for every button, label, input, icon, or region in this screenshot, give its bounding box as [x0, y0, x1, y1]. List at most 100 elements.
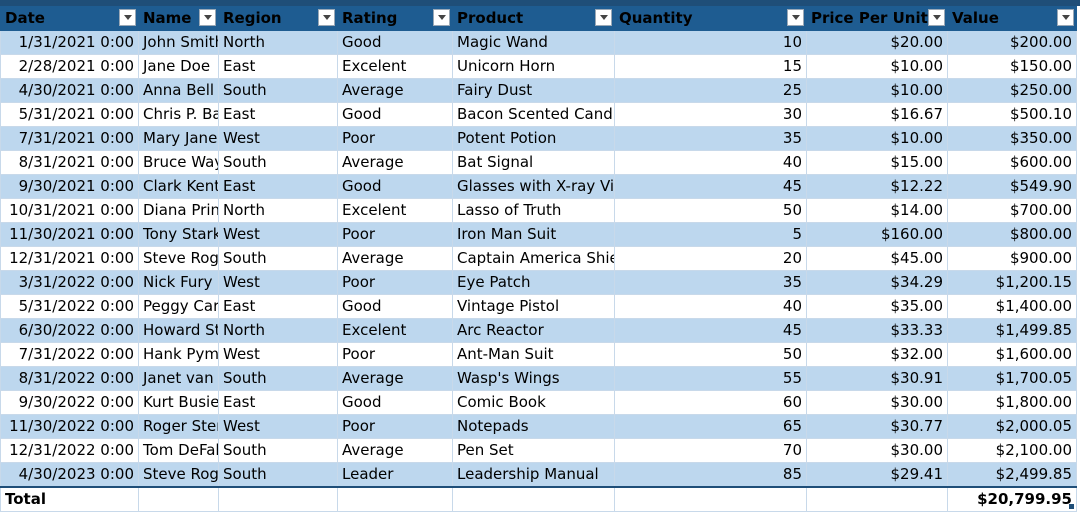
cell-value[interactable]: $200.00	[947, 30, 1077, 55]
cell-region[interactable]: West	[218, 414, 338, 439]
cell-rating[interactable]: Excelent	[337, 318, 453, 343]
cell-price[interactable]: $160.00	[806, 222, 948, 247]
total-label[interactable]: Total	[0, 486, 139, 512]
cell-price[interactable]: $10.00	[806, 54, 948, 79]
cell-price[interactable]: $30.77	[806, 414, 948, 439]
cell-date[interactable]: 9/30/2021 0:00	[0, 174, 139, 199]
cell-region[interactable]: South	[218, 462, 338, 488]
cell-rating[interactable]: Average	[337, 438, 453, 463]
cell-price[interactable]: $34.29	[806, 270, 948, 295]
cell-rating[interactable]: Leader	[337, 462, 453, 488]
cell-value[interactable]: $900.00	[947, 246, 1077, 271]
cell-region[interactable]: South	[218, 150, 338, 175]
cell-date[interactable]: 2/28/2021 0:00	[0, 54, 139, 79]
cell-product[interactable]: Eye Patch	[452, 270, 615, 295]
cell-name[interactable]: Steve Rogers	[138, 462, 219, 488]
cell-value[interactable]: $1,600.00	[947, 342, 1077, 367]
cell-date[interactable]: 10/31/2021 0:00	[0, 198, 139, 223]
cell-date[interactable]: 3/31/2022 0:00	[0, 270, 139, 295]
cell-product[interactable]: Fairy Dust	[452, 78, 615, 103]
cell-value[interactable]: $1,400.00	[947, 294, 1077, 319]
header-value[interactable]: Value	[947, 6, 1077, 31]
cell-date[interactable]: 5/31/2021 0:00	[0, 102, 139, 127]
cell-name[interactable]: Janet van Dyne	[138, 366, 219, 391]
cell-name[interactable]: Diana Prince	[138, 198, 219, 223]
cell-region[interactable]: East	[218, 174, 338, 199]
cell-product[interactable]: Potent Potion	[452, 126, 615, 151]
cell-price[interactable]: $30.00	[806, 438, 948, 463]
filter-dropdown-icon[interactable]	[928, 9, 945, 26]
header-product[interactable]: Product	[452, 6, 615, 31]
header-price[interactable]: Price Per Unit	[806, 6, 948, 31]
filter-dropdown-icon[interactable]	[787, 9, 804, 26]
cell-name[interactable]: Roger Stern	[138, 414, 219, 439]
header-quantity[interactable]: Quantity	[614, 6, 807, 31]
cell-product[interactable]: Captain America Shield	[452, 246, 615, 271]
cell-name[interactable]: Kurt Busiek	[138, 390, 219, 415]
cell-price[interactable]: $10.00	[806, 126, 948, 151]
cell-name[interactable]: Steve Rogers	[138, 246, 219, 271]
cell-product[interactable]: Leadership Manual	[452, 462, 615, 488]
cell-region[interactable]: West	[218, 222, 338, 247]
cell-value[interactable]: $350.00	[947, 126, 1077, 151]
cell-price[interactable]: $45.00	[806, 246, 948, 271]
cell-price[interactable]: $30.91	[806, 366, 948, 391]
cell-quantity[interactable]: 35	[614, 270, 807, 295]
cell-quantity[interactable]: 85	[614, 462, 807, 488]
cell-quantity[interactable]: 40	[614, 294, 807, 319]
cell-rating[interactable]: Excelent	[337, 198, 453, 223]
cell-product[interactable]: Bacon Scented Candle	[452, 102, 615, 127]
cell-value[interactable]: $1,499.85	[947, 318, 1077, 343]
cell-price[interactable]: $16.67	[806, 102, 948, 127]
cell-region[interactable]: North	[218, 30, 338, 55]
filter-dropdown-icon[interactable]	[318, 9, 335, 26]
cell-quantity[interactable]: 5	[614, 222, 807, 247]
cell-region[interactable]: East	[218, 102, 338, 127]
cell-product[interactable]: Magic Wand	[452, 30, 615, 55]
cell-name[interactable]: Clark Kent	[138, 174, 219, 199]
cell-quantity[interactable]: 55	[614, 366, 807, 391]
cell-date[interactable]: 8/31/2021 0:00	[0, 150, 139, 175]
cell-product[interactable]: Comic Book	[452, 390, 615, 415]
cell-rating[interactable]: Good	[337, 174, 453, 199]
cell-name[interactable]: Peggy Carter	[138, 294, 219, 319]
cell-value[interactable]: $150.00	[947, 54, 1077, 79]
cell-rating[interactable]: Excelent	[337, 54, 453, 79]
cell-value[interactable]: $549.90	[947, 174, 1077, 199]
cell-date[interactable]: 4/30/2023 0:00	[0, 462, 139, 488]
cell-value[interactable]: $1,800.00	[947, 390, 1077, 415]
cell-date[interactable]: 7/31/2022 0:00	[0, 342, 139, 367]
cell-name[interactable]: Tom DeFalco	[138, 438, 219, 463]
filter-dropdown-icon[interactable]	[595, 9, 612, 26]
cell-rating[interactable]: Poor	[337, 342, 453, 367]
cell-quantity[interactable]: 10	[614, 30, 807, 55]
cell-region[interactable]: South	[218, 438, 338, 463]
cell-price[interactable]: $20.00	[806, 30, 948, 55]
cell-product[interactable]: Wasp's Wings	[452, 366, 615, 391]
cell-name[interactable]: John Smith	[138, 30, 219, 55]
total-empty-cell[interactable]	[218, 486, 338, 512]
cell-rating[interactable]: Poor	[337, 222, 453, 247]
cell-date[interactable]: 11/30/2022 0:00	[0, 414, 139, 439]
cell-product[interactable]: Pen Set	[452, 438, 615, 463]
cell-price[interactable]: $10.00	[806, 78, 948, 103]
cell-price[interactable]: $29.41	[806, 462, 948, 488]
cell-price[interactable]: $12.22	[806, 174, 948, 199]
cell-price[interactable]: $30.00	[806, 390, 948, 415]
cell-quantity[interactable]: 50	[614, 342, 807, 367]
cell-region[interactable]: West	[218, 342, 338, 367]
cell-region[interactable]: North	[218, 198, 338, 223]
cell-quantity[interactable]: 30	[614, 102, 807, 127]
cell-quantity[interactable]: 40	[614, 150, 807, 175]
cell-rating[interactable]: Average	[337, 78, 453, 103]
filter-dropdown-icon[interactable]	[199, 9, 216, 26]
cell-rating[interactable]: Average	[337, 246, 453, 271]
cell-value[interactable]: $2,000.05	[947, 414, 1077, 439]
cell-value[interactable]: $500.10	[947, 102, 1077, 127]
cell-quantity[interactable]: 35	[614, 126, 807, 151]
header-name[interactable]: Name	[138, 6, 219, 31]
cell-product[interactable]: Unicorn Horn	[452, 54, 615, 79]
cell-value[interactable]: $250.00	[947, 78, 1077, 103]
cell-date[interactable]: 12/31/2022 0:00	[0, 438, 139, 463]
cell-date[interactable]: 7/31/2021 0:00	[0, 126, 139, 151]
